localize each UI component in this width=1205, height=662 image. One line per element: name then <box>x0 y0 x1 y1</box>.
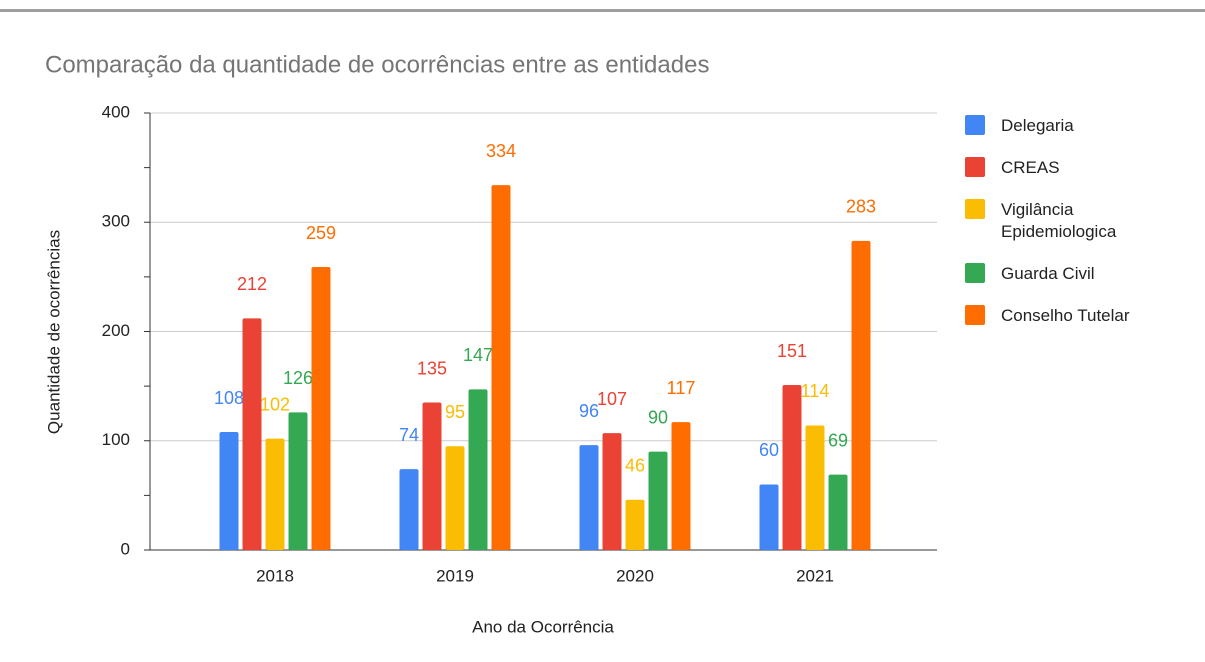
y-tick-label: 300 <box>102 212 130 231</box>
data-label: 69 <box>828 430 848 450</box>
bar <box>468 389 488 550</box>
y-tick-label: 0 <box>121 539 130 558</box>
data-label: 114 <box>801 381 830 401</box>
legend-label: Delegaria <box>1001 116 1074 135</box>
bar <box>491 185 511 551</box>
bar <box>219 432 239 550</box>
bar <box>828 474 848 550</box>
legend-item: Conselho Tutelar <box>965 305 1161 327</box>
bar <box>242 318 262 550</box>
data-label: 95 <box>445 402 465 422</box>
bar <box>422 402 442 550</box>
y-tick-label: 100 <box>102 430 130 449</box>
bar <box>671 422 691 550</box>
bar <box>782 385 802 550</box>
data-label: 147 <box>463 345 493 365</box>
legend-item: Guarda Civil <box>965 263 1161 285</box>
bar <box>602 433 622 550</box>
legend-swatch <box>965 305 985 325</box>
legend-item: Delegaria <box>965 115 1161 137</box>
data-label: 107 <box>597 389 627 409</box>
bar <box>579 445 599 550</box>
bar <box>759 484 779 550</box>
data-label: 108 <box>214 388 244 408</box>
legend-label: Conselho Tutelar <box>1001 306 1130 325</box>
x-axis-label: Ano da Ocorrência <box>472 617 614 636</box>
chart-title: Comparação da quantidade de ocorrências … <box>45 51 709 78</box>
legend-swatch <box>965 157 985 177</box>
legend-item: Vigilância Epidemiologica <box>965 199 1161 243</box>
data-label: 135 <box>417 358 447 378</box>
legend-label: CREAS <box>1001 158 1060 177</box>
top-rule <box>0 9 1205 12</box>
data-label: 74 <box>399 425 419 445</box>
data-label: 117 <box>667 378 696 398</box>
x-tick-label: 2019 <box>436 566 474 585</box>
bar <box>648 451 668 550</box>
bar <box>805 425 825 550</box>
x-tick-label: 2020 <box>616 566 654 585</box>
data-label: 212 <box>237 274 267 294</box>
bar <box>288 412 308 550</box>
data-label: 126 <box>283 368 313 388</box>
data-label: 96 <box>579 401 599 421</box>
legend-item: CREAS <box>965 157 1161 179</box>
data-label: 259 <box>306 223 336 243</box>
bar <box>311 267 331 550</box>
bar <box>265 438 285 550</box>
x-tick-label: 2018 <box>256 566 294 585</box>
legend-swatch <box>965 199 985 219</box>
bar <box>399 469 419 550</box>
legend-swatch <box>965 263 985 283</box>
bar <box>625 499 645 550</box>
bar <box>851 240 871 550</box>
legend-label: Guarda Civil <box>1001 264 1095 283</box>
legend-label: Vigilância Epidemiologica <box>1001 200 1117 241</box>
data-label: 46 <box>625 455 645 475</box>
data-label: 90 <box>648 407 668 427</box>
data-label: 334 <box>486 141 516 161</box>
bar <box>445 446 465 550</box>
y-tick-label: 400 <box>102 102 130 121</box>
data-label: 151 <box>777 341 807 361</box>
legend: Delegaria CREAS Vigilância Epidemiologica G… <box>965 115 1161 347</box>
y-tick-label: 200 <box>102 321 130 340</box>
y-axis-label: Quantidade de ocorrências <box>44 230 63 434</box>
data-label: 283 <box>846 197 876 217</box>
data-label: 60 <box>759 440 779 460</box>
x-tick-label: 2021 <box>796 566 834 585</box>
data-label: 102 <box>260 394 290 414</box>
legend-swatch <box>965 115 985 135</box>
